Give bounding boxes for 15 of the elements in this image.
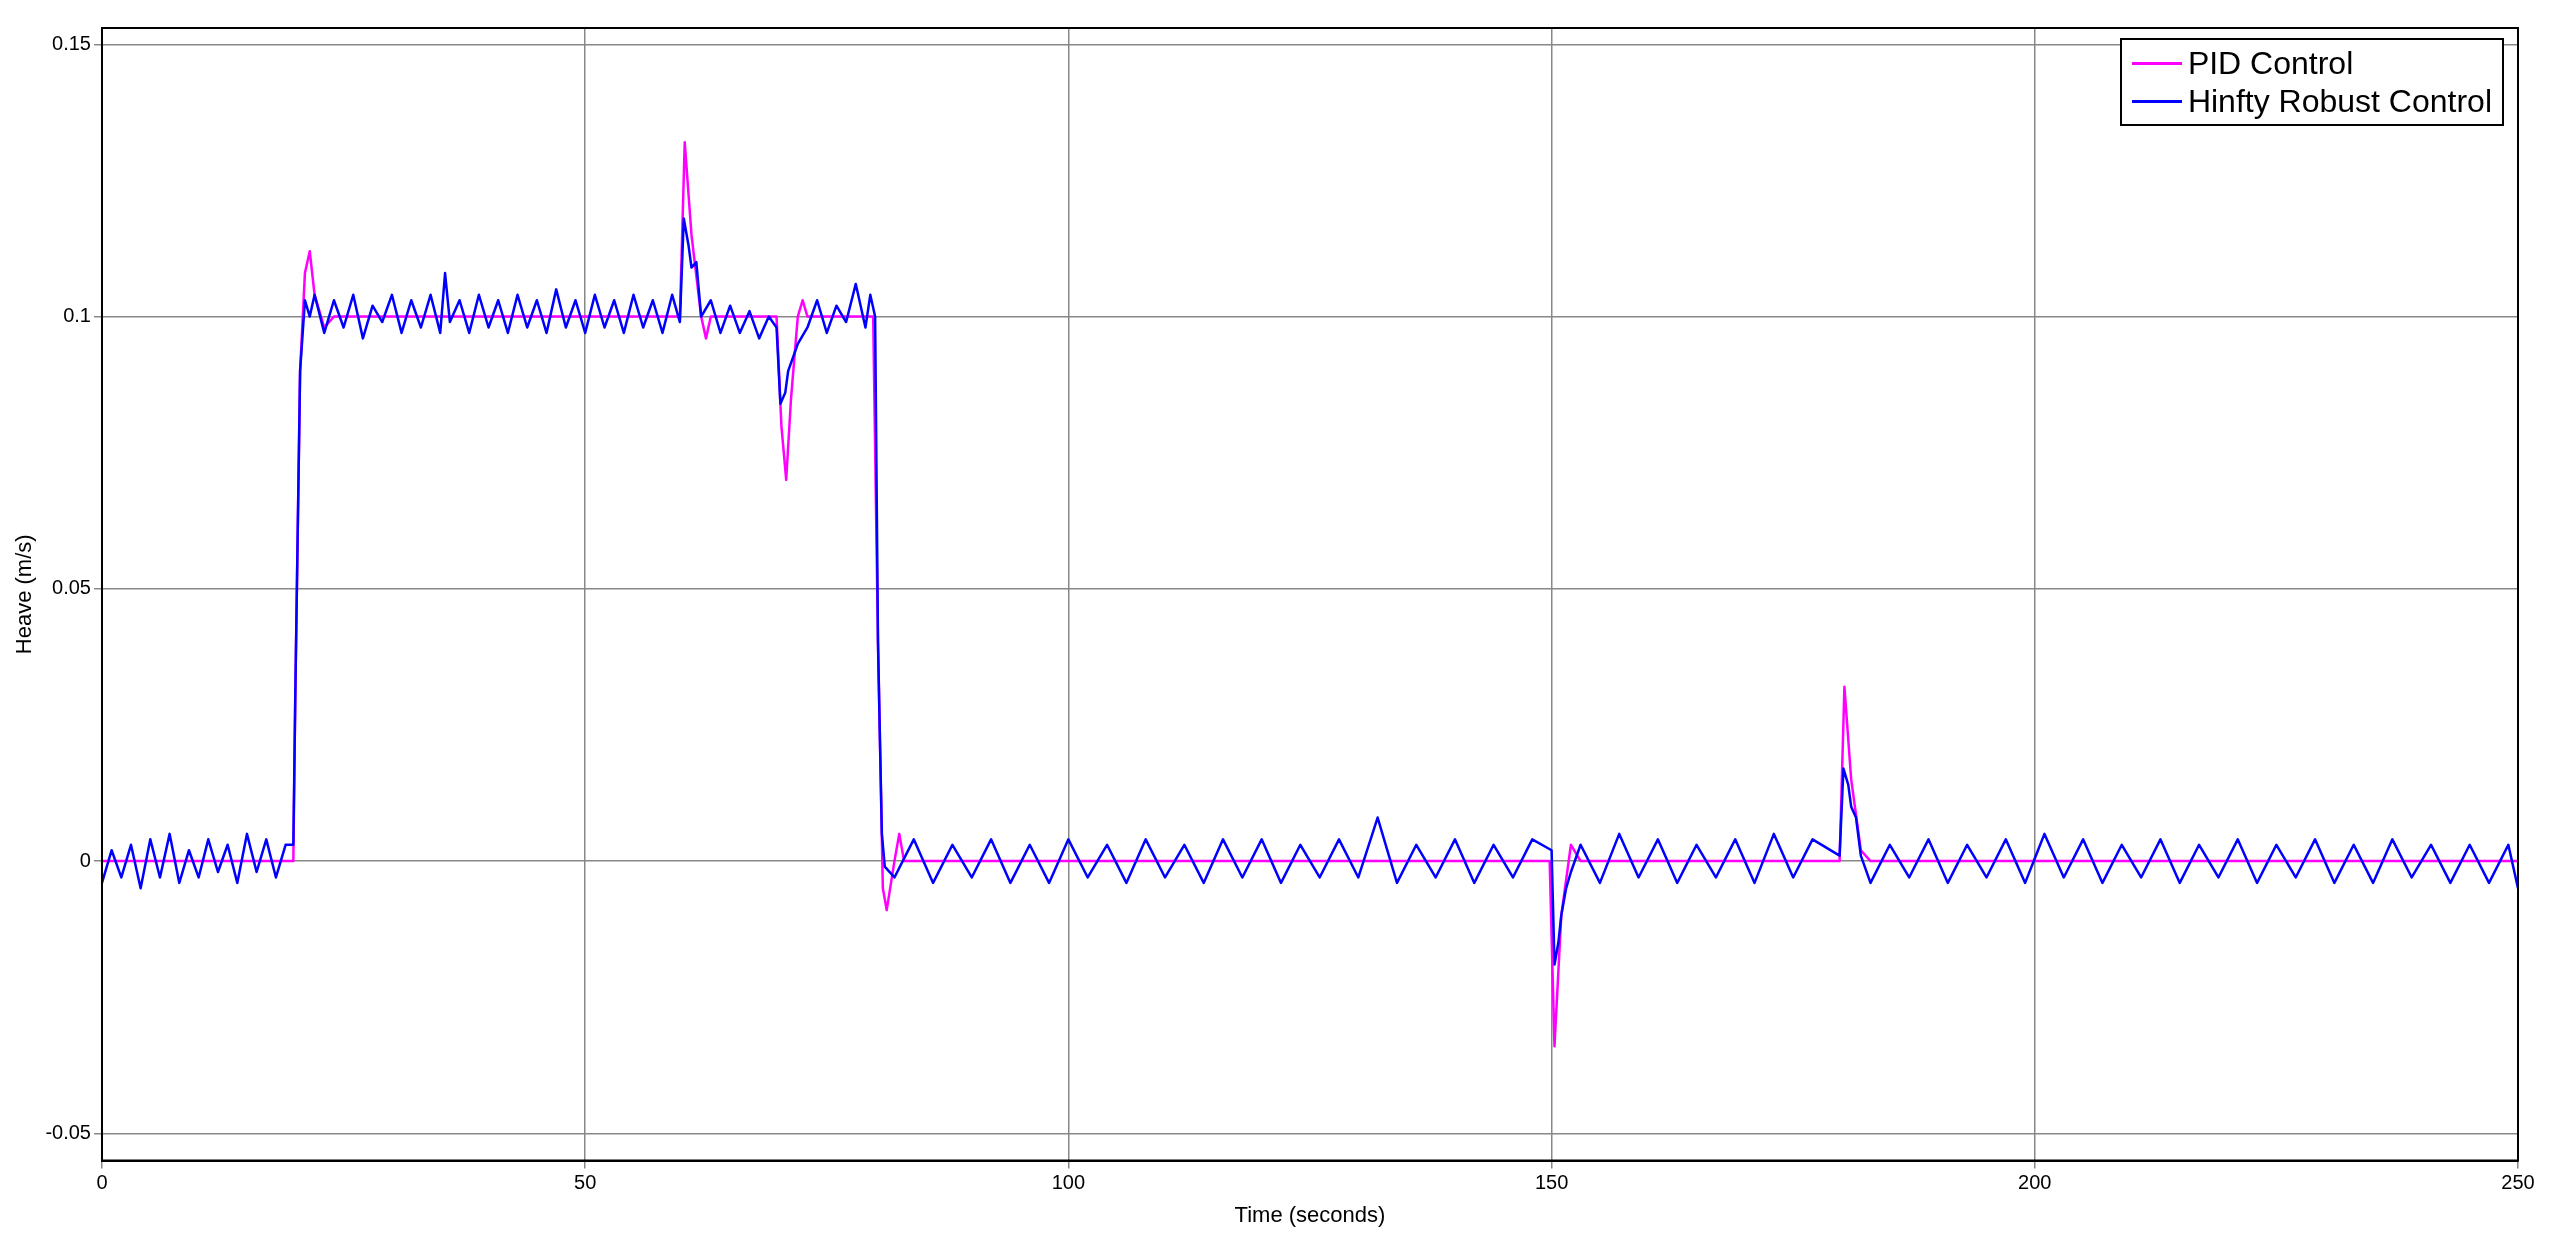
x-tick-label: 100	[1051, 1171, 1086, 1194]
x-tick-label: 0	[96, 1171, 108, 1194]
y-tick-label: 0	[79, 848, 91, 871]
y-axis-title: Heave (m/s)	[11, 534, 37, 655]
y-tick-label: 0.15	[52, 31, 91, 54]
x-axis-title: Time (seconds)	[1234, 1201, 1386, 1227]
legend-label: PID Control	[2187, 44, 2354, 82]
y-tick-label: 0.05	[52, 576, 91, 599]
y-tick-label: 0.1	[63, 304, 91, 327]
x-tick-label: 200	[2018, 1171, 2052, 1194]
legend-label: Hinfty Robust Control	[2187, 82, 2492, 120]
x-tick-label: 50	[574, 1171, 597, 1194]
y-tick-label: -0.05	[45, 1120, 91, 1143]
x-tick-label: 250	[2501, 1171, 2535, 1194]
x-tick-label: 150	[1534, 1171, 1569, 1194]
